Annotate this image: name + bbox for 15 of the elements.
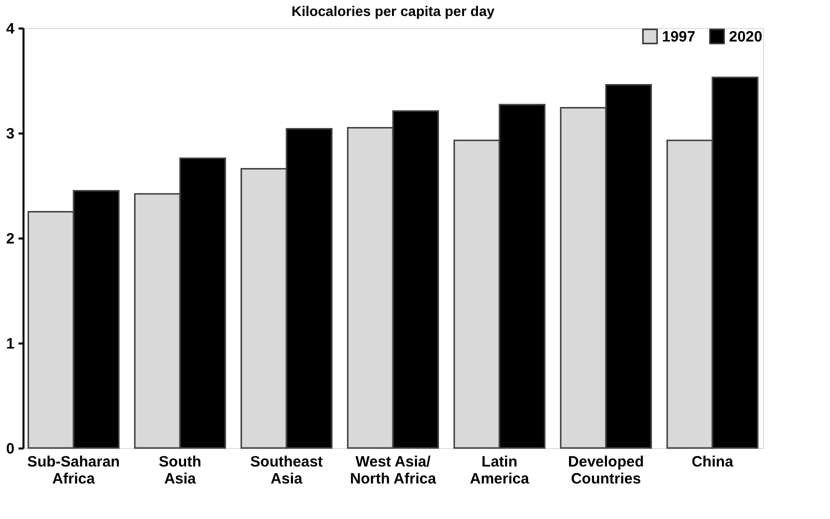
y-tick-label: 1 (6, 336, 14, 352)
y-tick-label: 4 (6, 20, 16, 38)
legend-label: 2020 (729, 28, 762, 46)
x-tick-label: South Asia (158, 454, 202, 488)
chart-title: Kilocalories per capita per day (291, 3, 495, 19)
x-tick-label: West Asia/ North Africa (350, 454, 437, 488)
y-tick-label: 0 (6, 440, 14, 458)
legend-label: 1997 (662, 28, 696, 46)
x-tick-label: Southeast Asia (250, 454, 323, 488)
x-tick-label: China (692, 454, 734, 470)
y-tick-label: 2 (6, 230, 14, 248)
x-tick-label: Developed Countries (568, 454, 644, 488)
x-tick-label: Sub-Saharan Africa (27, 454, 120, 488)
y-tick-label: 3 (6, 126, 14, 142)
x-tick-label: Latin America (470, 454, 530, 488)
